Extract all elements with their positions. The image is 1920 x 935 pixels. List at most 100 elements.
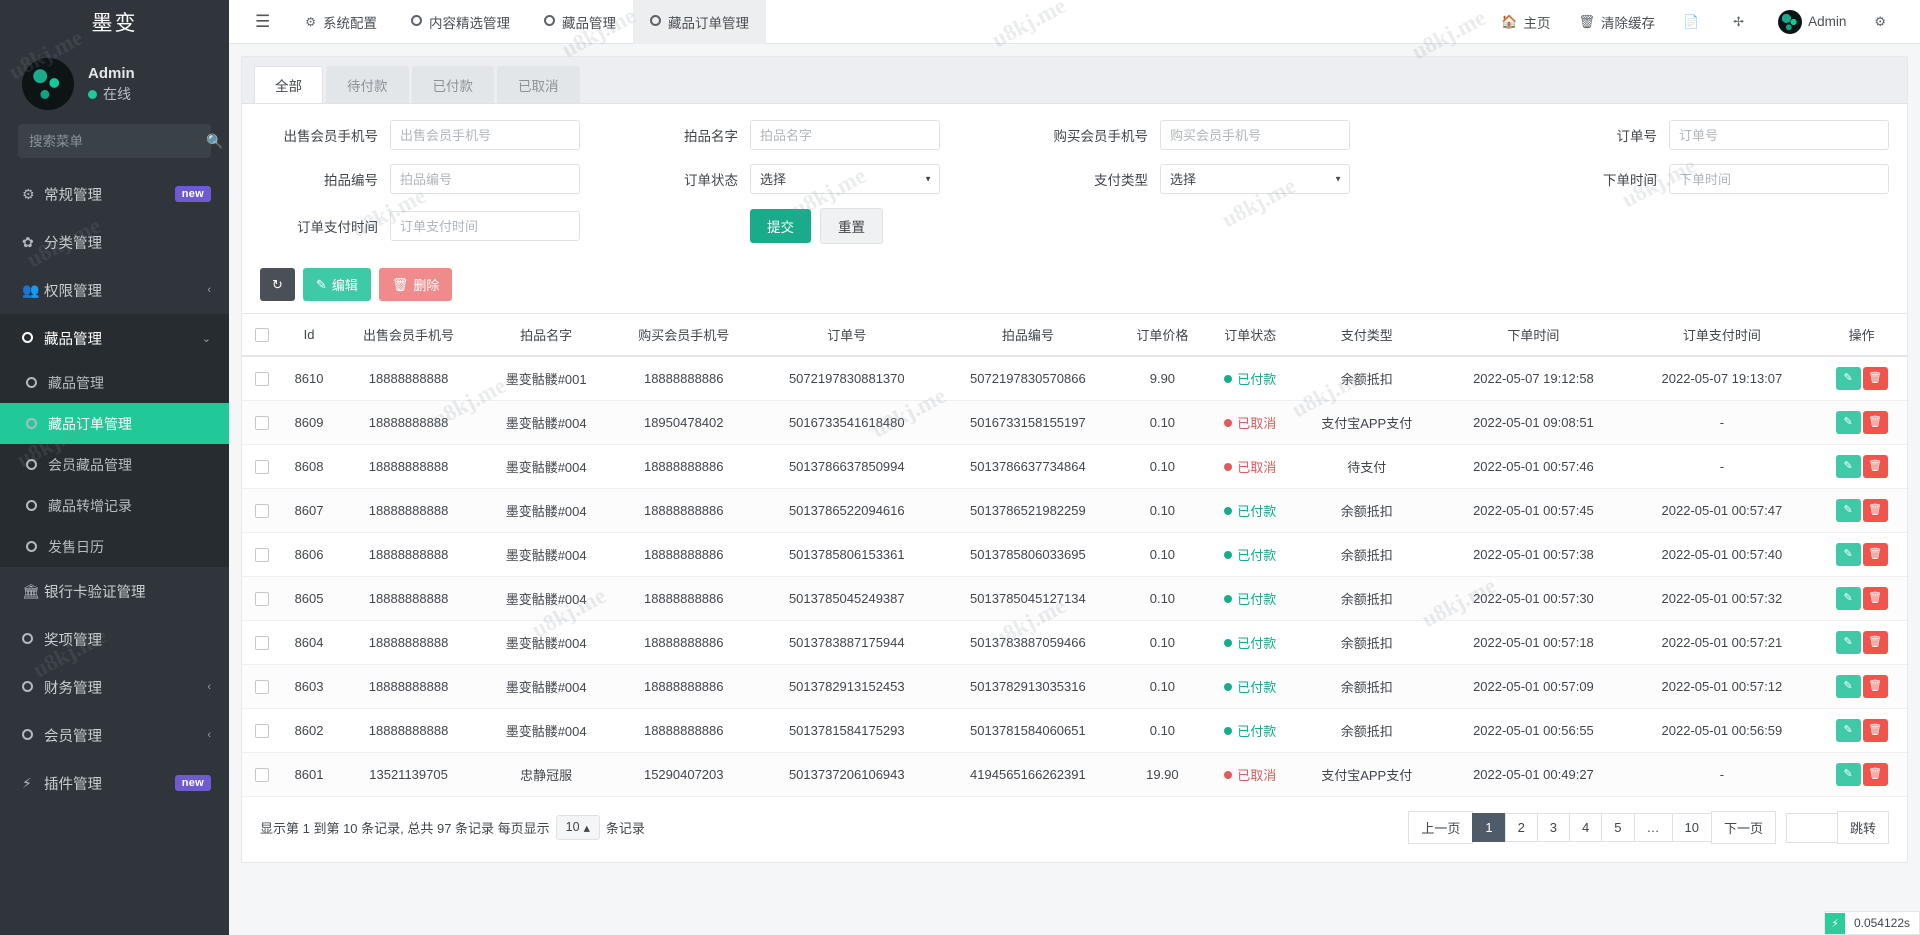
page-button-2[interactable]: 2: [1504, 813, 1538, 842]
top-nav-item-1[interactable]: 内容精选管理: [394, 0, 527, 44]
edit-button[interactable]: ✎ 编辑: [302, 268, 371, 301]
sidebar-item-2[interactable]: 👥 权限管理 ‹: [0, 266, 229, 314]
sidebar-item-3[interactable]: 藏品管理 ⌄: [0, 314, 229, 362]
row-edit-button[interactable]: ✎: [1835, 455, 1861, 478]
top-nav-item-3[interactable]: 藏品订单管理: [633, 0, 767, 44]
row-delete-button[interactable]: 🗑: [1862, 411, 1888, 434]
sidebar-item-12[interactable]: 会员管理 ‹: [0, 711, 229, 759]
table-row[interactable]: 8605 18888888888 墨变骷髅#004 18888888886 501378…: [242, 576, 1907, 621]
row-checkbox[interactable]: [255, 548, 269, 563]
row-edit-button[interactable]: ✎: [1835, 675, 1861, 698]
sidebar-item-11[interactable]: 财务管理 ‹: [0, 663, 229, 711]
row-checkbox[interactable]: [255, 636, 269, 651]
row-edit-button[interactable]: ✎: [1835, 411, 1861, 434]
select-all-checkbox[interactable]: [255, 328, 269, 343]
sidebar-item-8[interactable]: 发售日历: [0, 526, 229, 567]
top-action-4[interactable]: Admin: [1764, 0, 1860, 44]
tab-2[interactable]: 已付款: [411, 66, 494, 103]
row-delete-button[interactable]: 🗑: [1862, 587, 1888, 610]
row-edit-button[interactable]: ✎: [1835, 587, 1861, 610]
tab-0[interactable]: 全部: [254, 66, 323, 103]
row-checkbox[interactable]: [255, 460, 269, 475]
sidebar-item-4[interactable]: 藏品管理: [0, 362, 229, 403]
per-page-select[interactable]: 10 ▴: [555, 815, 600, 840]
table-row[interactable]: 8602 18888888888 墨变骷髅#004 18888888886 501378…: [242, 708, 1907, 753]
row-edit-button[interactable]: ✎: [1835, 719, 1861, 742]
row-delete-button[interactable]: 🗑: [1862, 631, 1888, 654]
submit-button[interactable]: 提交: [750, 209, 811, 243]
order-time-input[interactable]: [1669, 164, 1889, 194]
page-button-1[interactable]: 1: [1472, 813, 1506, 842]
row-edit-button[interactable]: ✎: [1835, 499, 1861, 522]
row-checkbox[interactable]: [255, 680, 269, 695]
refresh-button[interactable]: ↻: [260, 268, 295, 301]
top-action-3[interactable]: ✢: [1719, 0, 1764, 44]
cell-id: 8605: [282, 576, 337, 621]
page-button-10[interactable]: 10: [1671, 813, 1712, 842]
order-status-select[interactable]: 选择: [750, 164, 940, 194]
table-row[interactable]: 8606 18888888888 墨变骷髅#004 18888888886 501378…: [242, 532, 1907, 577]
row-edit-button[interactable]: ✎: [1835, 367, 1861, 390]
row-delete-button[interactable]: 🗑: [1862, 499, 1888, 522]
table-row[interactable]: 8608 18888888888 墨变骷髅#004 18888888886 501378…: [242, 444, 1907, 489]
reset-button[interactable]: 重置: [820, 208, 883, 244]
row-checkbox[interactable]: [255, 372, 269, 387]
table-row[interactable]: 8609 18888888888 墨变骷髅#004 18950478402 501673…: [242, 400, 1907, 445]
jump-page-input[interactable]: [1785, 812, 1838, 843]
buyer-phone-input[interactable]: [1160, 120, 1350, 150]
row-delete-button[interactable]: 🗑: [1862, 455, 1888, 478]
page-button-5[interactable]: 5: [1601, 813, 1635, 842]
row-delete-button[interactable]: 🗑: [1862, 763, 1888, 786]
sidebar-item-7[interactable]: 藏品转增记录: [0, 485, 229, 526]
row-delete-button[interactable]: 🗑: [1862, 543, 1888, 566]
table-row[interactable]: 8603 18888888888 墨变骷髅#004 18888888886 501378…: [242, 664, 1907, 709]
row-delete-button[interactable]: 🗑: [1862, 675, 1888, 698]
page-button-…[interactable]: …: [1633, 813, 1673, 842]
seller-phone-input[interactable]: [390, 120, 580, 150]
row-checkbox[interactable]: [255, 416, 269, 431]
hamburger-icon[interactable]: ☰: [255, 11, 271, 31]
top-nav-item-0[interactable]: ⚙ 系统配置: [288, 0, 394, 44]
top-action-5[interactable]: ⚙: [1860, 0, 1906, 44]
row-delete-button[interactable]: 🗑: [1862, 367, 1888, 390]
prev-page-button[interactable]: 上一页: [1408, 811, 1474, 844]
row-checkbox[interactable]: [255, 724, 269, 739]
top-action-1[interactable]: 🗑 清除缓存: [1564, 0, 1669, 44]
sidebar-item-9[interactable]: 🏛 银行卡验证管理: [0, 567, 229, 615]
item-name-input[interactable]: [750, 120, 940, 150]
tab-3[interactable]: 已取消: [497, 66, 580, 103]
row-edit-button[interactable]: ✎: [1835, 763, 1861, 786]
jump-button[interactable]: 跳转: [1836, 811, 1889, 844]
sidebar-item-0[interactable]: ⚙ 常规管理 new: [0, 170, 229, 218]
item-no-input[interactable]: [390, 164, 580, 194]
sidebar-item-10[interactable]: 奖项管理: [0, 615, 229, 663]
row-checkbox[interactable]: [255, 592, 269, 607]
row-delete-button[interactable]: 🗑: [1862, 719, 1888, 742]
sidebar-item-5[interactable]: 藏品订单管理: [0, 403, 229, 444]
table-row[interactable]: 8601 13521139705 忠静冠服 15290407203 5013737206…: [242, 752, 1907, 797]
top-nav-item-2[interactable]: 藏品管理: [527, 0, 633, 44]
sidebar-item-13[interactable]: ⚡ 插件管理 new: [0, 759, 229, 807]
table-row[interactable]: 8604 18888888888 墨变骷髅#004 18888888886 501378…: [242, 620, 1907, 665]
pay-time-input[interactable]: [390, 211, 580, 241]
page-button-4[interactable]: 4: [1569, 813, 1603, 842]
row-checkbox[interactable]: [255, 504, 269, 519]
sidebar-item-1[interactable]: ✿ 分类管理: [0, 218, 229, 266]
order-no-input[interactable]: [1669, 120, 1889, 150]
table-row[interactable]: 8607 18888888888 墨变骷髅#004 18888888886 501378…: [242, 488, 1907, 533]
table-row[interactable]: 8610 18888888888 墨变骷髅#001 18888888886 507219…: [242, 356, 1907, 401]
row-checkbox[interactable]: [255, 768, 269, 783]
next-page-button[interactable]: 下一页: [1710, 811, 1776, 844]
top-action-2[interactable]: 📄: [1669, 0, 1719, 44]
sidebar-item-6[interactable]: 会员藏品管理: [0, 444, 229, 485]
row-edit-button[interactable]: ✎: [1835, 631, 1861, 654]
delete-button[interactable]: 🗑 删除: [378, 268, 453, 301]
tab-1[interactable]: 待付款: [326, 66, 409, 103]
search-input[interactable]: [29, 133, 206, 149]
row-edit-button[interactable]: ✎: [1835, 543, 1861, 566]
search-icon[interactable]: 🔍: [206, 132, 224, 149]
pay-type-select[interactable]: 选择: [1160, 164, 1350, 194]
sidebar-search-box[interactable]: 🔍: [18, 124, 223, 158]
page-button-3[interactable]: 3: [1536, 813, 1571, 842]
top-action-0[interactable]: 🏠 主页: [1487, 0, 1564, 44]
